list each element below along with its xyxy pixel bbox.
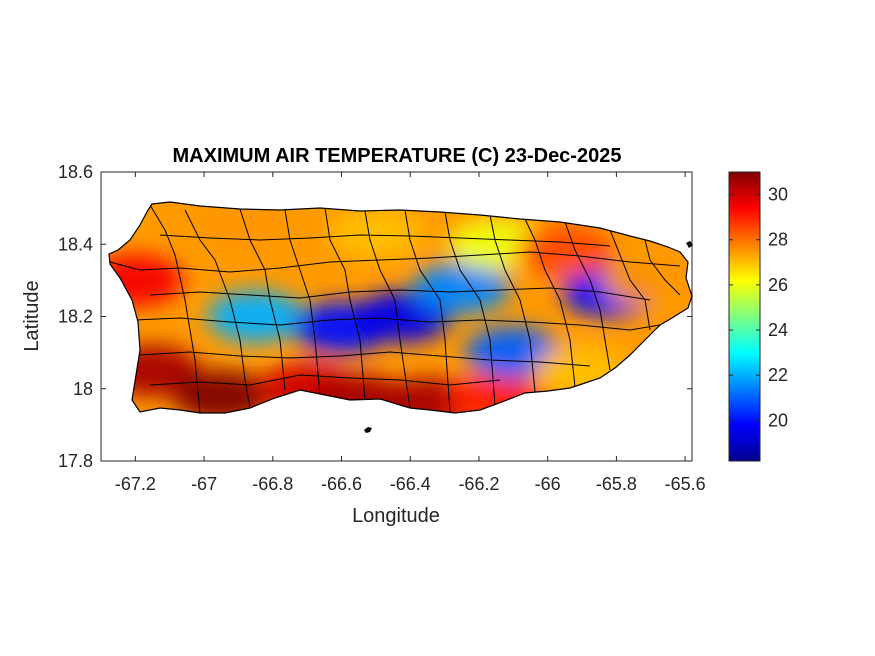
temperature-cell <box>602 254 692 307</box>
colorbar-tick-label: 22 <box>768 365 788 385</box>
colorbar-gradient <box>728 171 761 462</box>
y-tick-label: 18.4 <box>58 234 93 254</box>
islet-caja-de-muertos <box>364 427 372 433</box>
y-axis: 17.8 18 18.2 18.4 18.6 Latitude <box>21 162 692 471</box>
x-tick-label: -67 <box>191 474 217 494</box>
temperature-cell <box>207 290 304 343</box>
y-tick-label: 18 <box>73 379 93 399</box>
temperature-cell <box>516 225 613 278</box>
chart-title: MAXIMUM AIR TEMPERATURE (C) 23-Dec-2025 <box>173 145 622 167</box>
colorbar-tick-label: 28 <box>768 230 788 250</box>
temperature-cell <box>327 207 424 260</box>
x-tick-label: -66 <box>535 474 561 494</box>
y-tick-label: 18.6 <box>58 162 93 182</box>
x-tick-label: -66.6 <box>321 474 362 494</box>
y-tick-label: 17.8 <box>58 451 93 471</box>
x-tick-label: -65.8 <box>596 474 637 494</box>
municipality-boundaries <box>109 204 681 413</box>
temperature-cell <box>190 202 287 253</box>
x-tick-label: -66.4 <box>390 474 431 494</box>
colorbar-tick-label: 26 <box>768 275 788 295</box>
colorbar-tick-label: 24 <box>768 320 788 340</box>
colorbar: 20 22 24 26 28 30 <box>728 171 788 462</box>
colorbar-tick-label: 20 <box>768 410 788 430</box>
x-axis: -67.2 -67 -66.8 -66.6 -66.4 -66.2 -66 -65.8 -65.… <box>115 172 706 527</box>
x-tick-label: -67.2 <box>115 474 156 494</box>
temperature-cell <box>413 261 510 314</box>
colorbar-tick-label: 30 <box>768 185 788 205</box>
x-tick-label: -66.2 <box>458 474 499 494</box>
x-tick-label: -65.6 <box>665 474 706 494</box>
island-outline <box>108 201 693 414</box>
x-axis-label: Longitude <box>352 505 440 527</box>
x-tick-label: -66.8 <box>252 474 293 494</box>
y-axis-label: Latitude <box>21 280 43 351</box>
y-tick-label: 18.2 <box>58 307 93 327</box>
